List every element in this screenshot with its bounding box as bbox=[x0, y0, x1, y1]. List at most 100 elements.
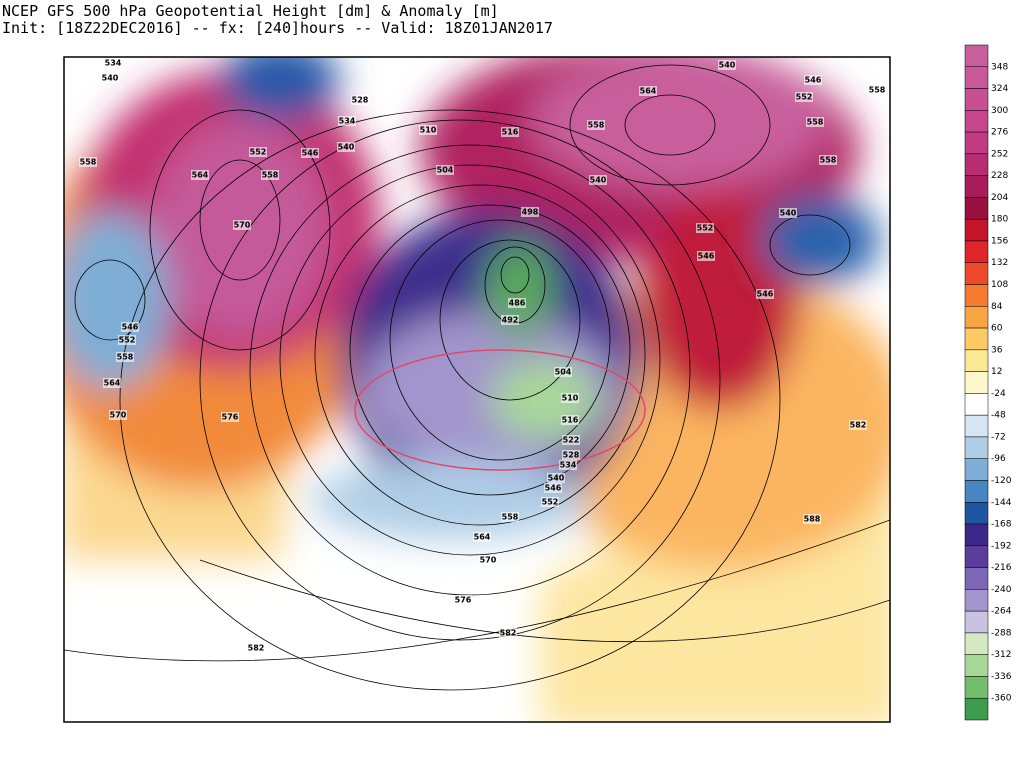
contour-label-bg bbox=[803, 514, 821, 524]
contour-label-bg bbox=[589, 175, 607, 185]
colorbar-box bbox=[964, 88, 989, 111]
contour-label-bg bbox=[779, 208, 797, 218]
colorbar-box bbox=[964, 110, 989, 133]
contour-label: 558 bbox=[588, 121, 605, 130]
contour-label-bg bbox=[544, 483, 562, 493]
contour-label: 564 bbox=[192, 171, 209, 180]
colorbar-label: -216 bbox=[991, 563, 1012, 573]
colorbar-label: -192 bbox=[991, 541, 1011, 551]
colorbar-label: 132 bbox=[991, 258, 1008, 268]
contour-label-bg bbox=[191, 170, 209, 180]
colorbar-box bbox=[964, 632, 989, 655]
colorbar-box bbox=[964, 306, 989, 329]
map-field bbox=[64, 57, 890, 722]
contour-label: 504 bbox=[437, 166, 454, 175]
contour-label-bg bbox=[473, 532, 491, 542]
contour-label-bg bbox=[562, 450, 580, 460]
colorbar-label: 12 bbox=[991, 367, 1002, 377]
contour-label: 510 bbox=[420, 126, 437, 135]
contour-label-bg bbox=[554, 367, 572, 377]
colorbar-box bbox=[964, 327, 989, 351]
contour-label-bg bbox=[109, 410, 127, 420]
colorbar-box bbox=[964, 654, 989, 677]
colorbar-label: -312 bbox=[991, 650, 1011, 660]
colorbar-label: 60 bbox=[991, 324, 1003, 334]
colorbar-box bbox=[964, 393, 989, 416]
colorbar-label: -120 bbox=[991, 476, 1012, 486]
contour-label: 552 bbox=[542, 498, 559, 507]
colorbar-label: -48 bbox=[991, 411, 1006, 421]
contour-label-bg bbox=[436, 165, 454, 175]
colorbar-label: -264 bbox=[991, 607, 1012, 617]
colorbar-label: 108 bbox=[991, 280, 1008, 290]
contour-label-bg bbox=[121, 322, 139, 332]
contour-label-bg bbox=[806, 117, 824, 127]
contour-label-bg bbox=[221, 412, 239, 422]
contour-label: 540 bbox=[719, 61, 736, 70]
colorbar-label: -144 bbox=[991, 498, 1012, 508]
contour-label: 564 bbox=[474, 533, 491, 542]
contour-label: 540 bbox=[102, 74, 119, 83]
contour-label-bg bbox=[561, 393, 579, 403]
contour-label: 576 bbox=[222, 413, 239, 422]
contour-label: 582 bbox=[850, 421, 867, 430]
colorbar-label: -360 bbox=[991, 694, 1012, 704]
title: NCEP GFS 500 hPa Geopotential Height [dm… bbox=[2, 2, 499, 20]
contour-label: 522 bbox=[563, 436, 580, 445]
contour-label-bg bbox=[338, 116, 356, 126]
contour-label-bg bbox=[118, 335, 136, 345]
contour-label: 552 bbox=[796, 93, 813, 102]
colorbar-box bbox=[964, 240, 989, 263]
contour-label: 570 bbox=[110, 411, 127, 420]
contour-label-bg bbox=[819, 155, 837, 165]
contour-label: 564 bbox=[104, 379, 121, 388]
contour-label-bg bbox=[419, 125, 437, 135]
contour-label-bg bbox=[849, 420, 867, 430]
contour-label-bg bbox=[499, 628, 517, 638]
contour-label-bg bbox=[454, 595, 472, 605]
contour-label: 546 bbox=[302, 149, 319, 158]
colorbar-label: 324 bbox=[991, 84, 1008, 94]
contour-label: 558 bbox=[807, 118, 824, 127]
contour-label-bg bbox=[795, 92, 813, 102]
contour-label-bg bbox=[247, 643, 265, 653]
contour-label-bg bbox=[541, 497, 559, 507]
colorbar-box bbox=[964, 197, 989, 220]
contour-label: 546 bbox=[545, 484, 562, 493]
colorbar-box bbox=[964, 480, 989, 503]
colorbar-box bbox=[964, 218, 989, 242]
contour-label: 504 bbox=[555, 368, 572, 377]
contour-label: 558 bbox=[117, 353, 134, 362]
contour-label-bg bbox=[261, 170, 279, 180]
colorbar-box bbox=[964, 436, 989, 459]
colorbar-label: 36 bbox=[991, 345, 1003, 355]
contour-label: 588 bbox=[804, 515, 821, 524]
colorbar-box bbox=[964, 567, 989, 590]
colorbar-label: 300 bbox=[991, 106, 1008, 116]
contour-label-bg bbox=[561, 415, 579, 425]
colorbar-label: -336 bbox=[991, 672, 1012, 682]
contour-label: 558 bbox=[262, 171, 279, 180]
contour-label-bg bbox=[79, 157, 97, 167]
contour-label-bg bbox=[587, 120, 605, 130]
colorbar-box bbox=[964, 523, 989, 547]
colorbar-box bbox=[964, 44, 989, 68]
colorbar-box bbox=[964, 458, 989, 481]
contour-label: 558 bbox=[80, 158, 97, 167]
colorbar-label: -240 bbox=[991, 585, 1012, 595]
colorbar-box bbox=[964, 545, 989, 568]
colorbar-box bbox=[964, 131, 989, 155]
contour-label-bg bbox=[562, 435, 580, 445]
colorbar-label: 348 bbox=[991, 62, 1008, 72]
contour-label: 564 bbox=[640, 87, 657, 96]
contour-label: 552 bbox=[119, 336, 136, 345]
colorbar-label: 204 bbox=[991, 193, 1008, 203]
contour-label: 546 bbox=[698, 252, 715, 261]
contour-label: 558 bbox=[820, 156, 837, 165]
contour-label: 540 bbox=[590, 176, 607, 185]
contour-label-bg bbox=[351, 95, 369, 105]
colorbar-label: -288 bbox=[991, 628, 1012, 638]
colorbar-box bbox=[964, 414, 989, 438]
contour-label-bg bbox=[639, 86, 657, 96]
